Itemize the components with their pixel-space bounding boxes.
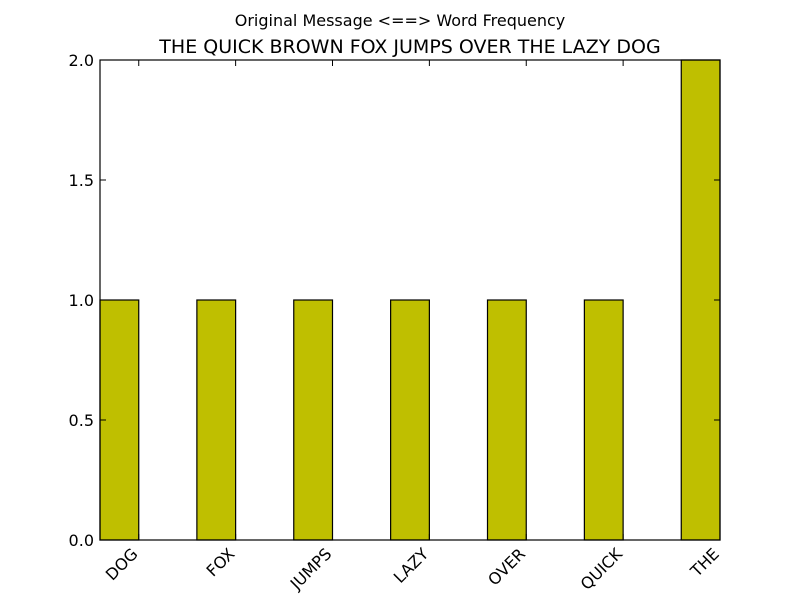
y-tick-label: 0.0 <box>69 531 94 550</box>
x-tick-label-jumps: JUMPS <box>286 544 336 594</box>
x-tick-label-over: OVER <box>484 544 529 589</box>
chart-suptitle: Original Message <==> Word Frequency <box>235 11 565 30</box>
x-tick-label-the: THE <box>686 544 723 581</box>
y-tick-label: 1.5 <box>69 171 94 190</box>
plot-frame <box>99 59 721 541</box>
x-tick-label-lazy: LAZY <box>390 544 433 587</box>
bar-the <box>680 59 721 541</box>
x-tick-label-quick: QUICK <box>577 544 627 594</box>
bar-fox <box>196 299 237 541</box>
bar-over <box>486 299 527 541</box>
bar-quick <box>583 299 624 541</box>
x-tick-label-dog: DOG <box>102 544 142 584</box>
bar-dog <box>99 299 140 541</box>
x-tick-label-fox: FOX <box>203 544 239 580</box>
y-tick-label: 2.0 <box>69 51 94 70</box>
chart-title: THE QUICK BROWN FOX JUMPS OVER THE LAZY … <box>158 36 660 58</box>
bar-jumps <box>293 299 334 541</box>
y-tick-label: 1.0 <box>69 291 94 310</box>
bars-layer <box>99 59 721 541</box>
y-axis: 0.0 0.5 1.0 1.5 2.0 <box>69 51 720 550</box>
bar-lazy <box>390 299 430 541</box>
y-tick-label: 0.5 <box>69 411 94 430</box>
